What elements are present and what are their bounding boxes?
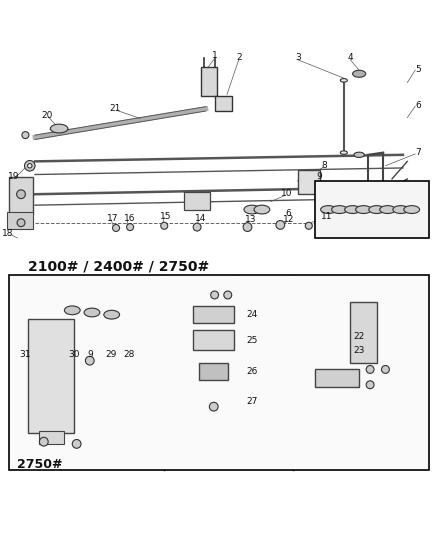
Text: 16: 16	[124, 214, 135, 223]
Ellipse shape	[356, 206, 371, 214]
Ellipse shape	[354, 203, 364, 208]
Circle shape	[25, 160, 35, 171]
Ellipse shape	[64, 306, 80, 314]
Text: 21: 21	[109, 104, 120, 114]
Circle shape	[22, 132, 29, 139]
Text: 26: 26	[246, 367, 258, 376]
Text: 9: 9	[88, 351, 94, 359]
Bar	[350, 302, 377, 363]
Text: 9: 9	[317, 172, 323, 181]
Circle shape	[305, 222, 312, 229]
Text: 2750#: 2750#	[17, 458, 62, 471]
Bar	[193, 330, 234, 350]
Bar	[315, 181, 429, 238]
Text: 20: 20	[42, 111, 53, 120]
Bar	[215, 96, 232, 111]
Bar	[193, 306, 234, 324]
Circle shape	[39, 437, 48, 446]
Text: 2: 2	[236, 53, 241, 62]
Text: 14: 14	[194, 214, 206, 223]
Bar	[7, 212, 33, 229]
Ellipse shape	[50, 124, 68, 133]
Ellipse shape	[104, 310, 120, 319]
Bar	[39, 431, 64, 444]
Ellipse shape	[340, 78, 347, 82]
Text: 29: 29	[105, 351, 117, 359]
Text: 8: 8	[321, 161, 327, 170]
Text: 10: 10	[281, 189, 293, 198]
Circle shape	[211, 291, 219, 299]
Circle shape	[209, 402, 218, 411]
Ellipse shape	[84, 308, 100, 317]
Ellipse shape	[404, 206, 420, 214]
Ellipse shape	[340, 151, 347, 155]
Text: 22: 22	[353, 332, 365, 341]
Text: 6: 6	[415, 101, 421, 110]
Text: 27: 27	[246, 397, 258, 406]
Text: 12: 12	[283, 215, 294, 224]
Circle shape	[28, 164, 32, 168]
Circle shape	[366, 381, 374, 389]
Ellipse shape	[354, 152, 364, 157]
Text: 30: 30	[68, 351, 79, 359]
Ellipse shape	[332, 206, 347, 214]
Text: 18: 18	[2, 229, 14, 238]
Circle shape	[113, 224, 120, 231]
Bar	[315, 369, 359, 387]
Circle shape	[224, 291, 232, 299]
Circle shape	[72, 440, 81, 448]
Text: 17: 17	[107, 214, 118, 223]
Text: 7: 7	[415, 148, 421, 157]
Bar	[9, 275, 429, 470]
Text: 5: 5	[415, 65, 421, 74]
Text: 19: 19	[8, 172, 20, 181]
Circle shape	[85, 356, 94, 365]
Text: 2100# / 2400# / 2750#: 2100# / 2400# / 2750#	[28, 260, 209, 273]
Circle shape	[161, 222, 168, 229]
Bar	[9, 177, 33, 214]
Circle shape	[243, 223, 252, 231]
Text: 25: 25	[246, 336, 258, 345]
Ellipse shape	[345, 206, 360, 214]
Ellipse shape	[321, 206, 336, 214]
Circle shape	[381, 366, 389, 374]
Bar	[199, 363, 228, 381]
Ellipse shape	[380, 206, 396, 214]
Ellipse shape	[254, 205, 270, 214]
Text: 13: 13	[245, 215, 256, 224]
Text: 31: 31	[20, 351, 31, 359]
Bar	[28, 319, 74, 433]
Bar	[201, 67, 217, 96]
Ellipse shape	[244, 205, 260, 214]
Text: 11: 11	[321, 212, 332, 221]
Circle shape	[17, 219, 25, 227]
Text: 28: 28	[124, 351, 135, 359]
Ellipse shape	[353, 70, 366, 77]
Circle shape	[366, 366, 374, 374]
Text: 3: 3	[295, 53, 301, 62]
Circle shape	[17, 190, 25, 199]
Circle shape	[276, 221, 285, 229]
Circle shape	[193, 223, 201, 231]
Bar	[298, 170, 320, 194]
Circle shape	[127, 223, 134, 231]
Ellipse shape	[369, 206, 385, 214]
Circle shape	[406, 182, 413, 189]
Bar	[184, 192, 210, 209]
Text: 6: 6	[285, 208, 291, 217]
Text: 4: 4	[348, 53, 353, 62]
Text: 24: 24	[246, 310, 258, 319]
Text: 23: 23	[353, 346, 365, 355]
Text: 1: 1	[212, 51, 218, 60]
Ellipse shape	[393, 206, 409, 214]
Text: 15: 15	[160, 212, 171, 221]
